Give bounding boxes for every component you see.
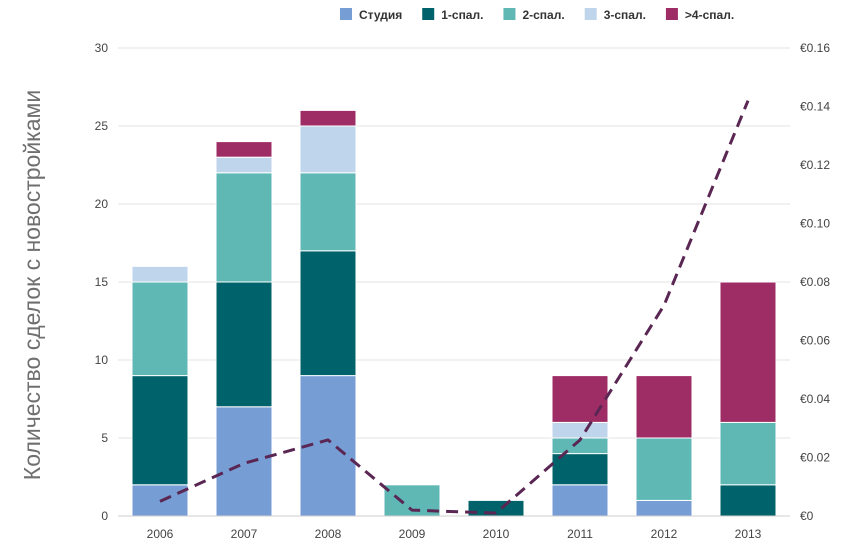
bar-segment [635, 437, 693, 501]
left-axis: 0 5 10 15 20 25 30 [95, 41, 109, 523]
y-right-tick-label: €0.04 [800, 392, 830, 406]
bar-segment [719, 421, 777, 486]
bar-segment [131, 265, 189, 283]
y-right-tick-label: €0.06 [800, 334, 830, 348]
legend-label: 3-спал. [604, 8, 646, 22]
bar-segment [635, 499, 693, 517]
legend-label: >4-спал. [685, 8, 734, 22]
y-right-tick-label: €0.12 [800, 158, 830, 172]
legend-swatch [584, 8, 597, 20]
bar-segment [551, 453, 609, 486]
y-right-tick-label: €0 [800, 509, 814, 523]
legend: Студия 1-спал. 2-спал. 3-спал. >4-спал. [340, 8, 734, 22]
bar-segment [299, 125, 357, 174]
y-right-tick-label: €0.08 [800, 275, 830, 289]
bar-segment [215, 172, 273, 283]
y-tick-label: 5 [101, 431, 108, 445]
legend-item: >4-спал. [665, 8, 734, 22]
y-right-tick-label: €0.14 [800, 100, 830, 114]
legend-swatch [503, 8, 516, 20]
bar-segment [299, 109, 357, 127]
legend-label: 2-спал. [522, 8, 564, 22]
x-tick-label: 2006 [147, 527, 174, 541]
y-tick-label: 10 [95, 353, 109, 367]
bar-segment [215, 141, 273, 158]
bar-segment [719, 281, 777, 423]
legend-item: Студия [340, 8, 402, 22]
legend-swatch [422, 8, 435, 20]
y-tick-label: 20 [95, 197, 109, 211]
bar-segment [551, 421, 609, 439]
x-tick-label: 2010 [483, 527, 510, 541]
bar-segment [299, 250, 357, 377]
legend-label: Студия [359, 8, 402, 22]
legend-item: 3-спал. [584, 8, 646, 22]
x-tick-label: 2009 [399, 527, 426, 541]
bar-segment [215, 156, 273, 174]
y-axis-title: Количество сделок с новостройками [19, 90, 45, 480]
price-line [159, 100, 750, 515]
price-line-path [159, 100, 750, 515]
legend-item: 2-спал. [503, 8, 565, 22]
bar-segment [299, 172, 357, 252]
legend-item: 1-спал. [422, 8, 483, 22]
y-tick-label: 30 [95, 41, 109, 55]
legend-swatch [665, 8, 678, 20]
legend-label: 1-спал. [441, 8, 483, 22]
legend-swatch [340, 8, 352, 20]
right-axis: €0 €0.02 €0.04 €0.06 €0.08 €0.10 €0.12 €0.14 €0.… [800, 41, 830, 523]
bar-segment [719, 484, 777, 517]
y-tick-label: 25 [95, 119, 109, 133]
bar-segment [131, 375, 189, 486]
bar-segment [551, 484, 609, 517]
bar-segment [635, 375, 693, 439]
x-axis: 2006 2007 2008 2009 2010 2011 2012 2013 [118, 515, 790, 541]
x-tick-label: 2007 [231, 527, 258, 541]
x-tick-label: 2013 [735, 527, 762, 541]
bar-segment [131, 281, 189, 377]
x-tick-label: 2008 [315, 527, 342, 541]
bar-segment [551, 375, 609, 423]
y-right-tick-label: €0.16 [800, 41, 830, 55]
y-right-tick-label: €0.10 [800, 217, 830, 231]
x-tick-label: 2012 [651, 527, 678, 541]
bars [131, 109, 777, 517]
bar-segment [215, 281, 273, 408]
x-tick-label: 2011 [567, 527, 593, 541]
y-tick-label: 0 [101, 509, 108, 523]
y-tick-label: 15 [95, 275, 109, 289]
y-right-tick-label: €0.02 [800, 451, 830, 465]
bar-segment [215, 406, 273, 517]
